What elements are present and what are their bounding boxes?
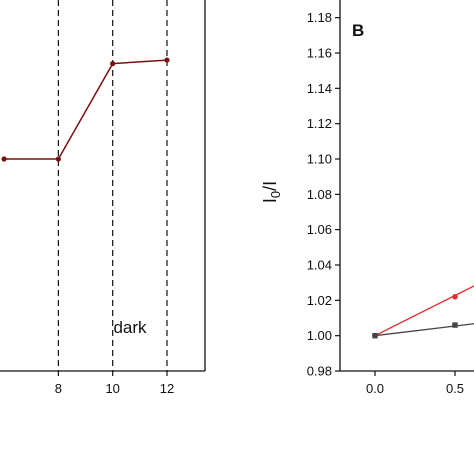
b-x-ticks: 0.0 0.5 bbox=[366, 371, 464, 396]
panel-b: 0.98 1.00 1.02 1.04 1.06 1.08 1.10 1.12 1.14 1.16… bbox=[260, 0, 474, 396]
b-y-tick-label: 1.04 bbox=[307, 258, 332, 273]
b-y-tick-label: 1.06 bbox=[307, 222, 332, 237]
b-y-tick-label: 1.14 bbox=[307, 81, 332, 96]
b-data-point-circle bbox=[452, 294, 458, 300]
panel-label: B bbox=[352, 21, 364, 40]
b-y-tick-label: 1.18 bbox=[307, 10, 332, 25]
left-data-point bbox=[1, 156, 7, 162]
left-x-tick-label: 8 bbox=[55, 381, 62, 396]
b-data-point-square bbox=[452, 322, 458, 328]
annotation-dark: dark bbox=[113, 318, 147, 337]
left-data-point bbox=[55, 156, 61, 162]
b-x-tick-label: 0.5 bbox=[446, 381, 464, 396]
b-y-ticks: 0.98 1.00 1.02 1.04 1.06 1.08 1.10 1.12 1.14 1.16… bbox=[307, 10, 340, 379]
b-fit-line bbox=[374, 323, 474, 337]
left-data-point bbox=[164, 57, 170, 63]
left-dashed-lines bbox=[57, 0, 168, 371]
b-y-tick-label: 0.98 bbox=[307, 364, 332, 379]
left-x-tick-label: 12 bbox=[160, 381, 174, 396]
left-panel: 8 10 12 dark bbox=[0, 0, 206, 396]
b-y-tick-label: 1.08 bbox=[307, 187, 332, 202]
left-series bbox=[1, 57, 170, 162]
b-series bbox=[372, 285, 474, 339]
b-data-point-square bbox=[372, 332, 378, 339]
b-y-tick-label: 1.12 bbox=[307, 116, 332, 131]
b-x-tick-label: 0.0 bbox=[366, 381, 384, 396]
b-fit-line bbox=[374, 285, 474, 337]
y-axis-label-rest: /I bbox=[260, 181, 280, 191]
b-y-tick-label: 1.10 bbox=[307, 152, 332, 167]
y-axis-label-sub: 0 bbox=[268, 191, 283, 198]
left-x-ticks: 8 10 12 bbox=[55, 371, 174, 396]
b-y-tick-label: 1.00 bbox=[307, 328, 332, 343]
y-axis-label-main: I bbox=[260, 198, 280, 203]
b-y-tick-label: 1.16 bbox=[307, 46, 332, 61]
left-x-tick-label: 10 bbox=[105, 381, 119, 396]
left-series-line bbox=[4, 59, 168, 160]
b-y-tick-label: 1.02 bbox=[307, 293, 332, 308]
left-data-point bbox=[110, 61, 116, 67]
y-axis-label: I0/I bbox=[260, 181, 283, 203]
